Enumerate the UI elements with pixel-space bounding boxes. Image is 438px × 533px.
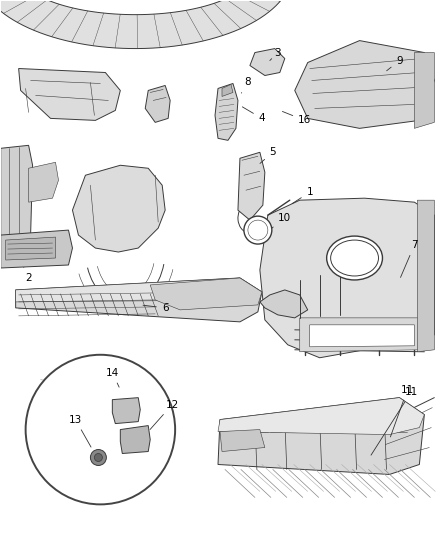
Polygon shape: [220, 430, 265, 451]
Polygon shape: [222, 84, 233, 96]
Polygon shape: [218, 398, 424, 434]
Polygon shape: [260, 198, 434, 358]
Text: 14: 14: [106, 368, 119, 387]
Text: 3: 3: [270, 47, 281, 61]
Text: 4: 4: [242, 107, 265, 123]
Circle shape: [25, 355, 175, 504]
Polygon shape: [120, 425, 150, 454]
Text: 11: 11: [390, 385, 414, 437]
Circle shape: [95, 454, 102, 462]
Polygon shape: [1, 146, 32, 242]
Text: 1: 1: [292, 187, 313, 204]
Text: 15: 15: [0, 532, 1, 533]
Text: 2: 2: [24, 268, 32, 283]
Polygon shape: [16, 278, 262, 322]
Polygon shape: [145, 85, 170, 123]
Circle shape: [244, 216, 272, 244]
Text: 12: 12: [150, 400, 179, 430]
Ellipse shape: [331, 240, 378, 276]
Polygon shape: [250, 49, 285, 76]
Text: 5: 5: [260, 147, 276, 164]
Ellipse shape: [327, 236, 382, 280]
Text: 8: 8: [241, 77, 251, 93]
Polygon shape: [260, 290, 308, 318]
Circle shape: [248, 220, 268, 240]
Text: 16: 16: [283, 111, 311, 125]
Polygon shape: [6, 237, 56, 260]
Text: 9: 9: [387, 55, 403, 71]
Polygon shape: [150, 278, 262, 310]
Polygon shape: [112, 398, 140, 424]
Polygon shape: [1, 230, 72, 268]
Polygon shape: [72, 165, 165, 252]
Text: 10: 10: [272, 213, 291, 228]
Text: 11: 11: [371, 386, 418, 455]
Polygon shape: [238, 152, 265, 220]
Circle shape: [90, 449, 106, 465]
Polygon shape: [19, 69, 120, 120]
Polygon shape: [300, 318, 421, 352]
Text: 6: 6: [143, 303, 169, 313]
Polygon shape: [0, 0, 292, 49]
Text: 7: 7: [400, 240, 418, 277]
Polygon shape: [295, 41, 434, 128]
Polygon shape: [218, 398, 424, 474]
Polygon shape: [16, 278, 262, 302]
Polygon shape: [215, 84, 238, 140]
Polygon shape: [310, 325, 414, 347]
Polygon shape: [28, 162, 59, 202]
Polygon shape: [414, 53, 434, 128]
Text: 13: 13: [69, 415, 91, 447]
Polygon shape: [417, 200, 434, 352]
